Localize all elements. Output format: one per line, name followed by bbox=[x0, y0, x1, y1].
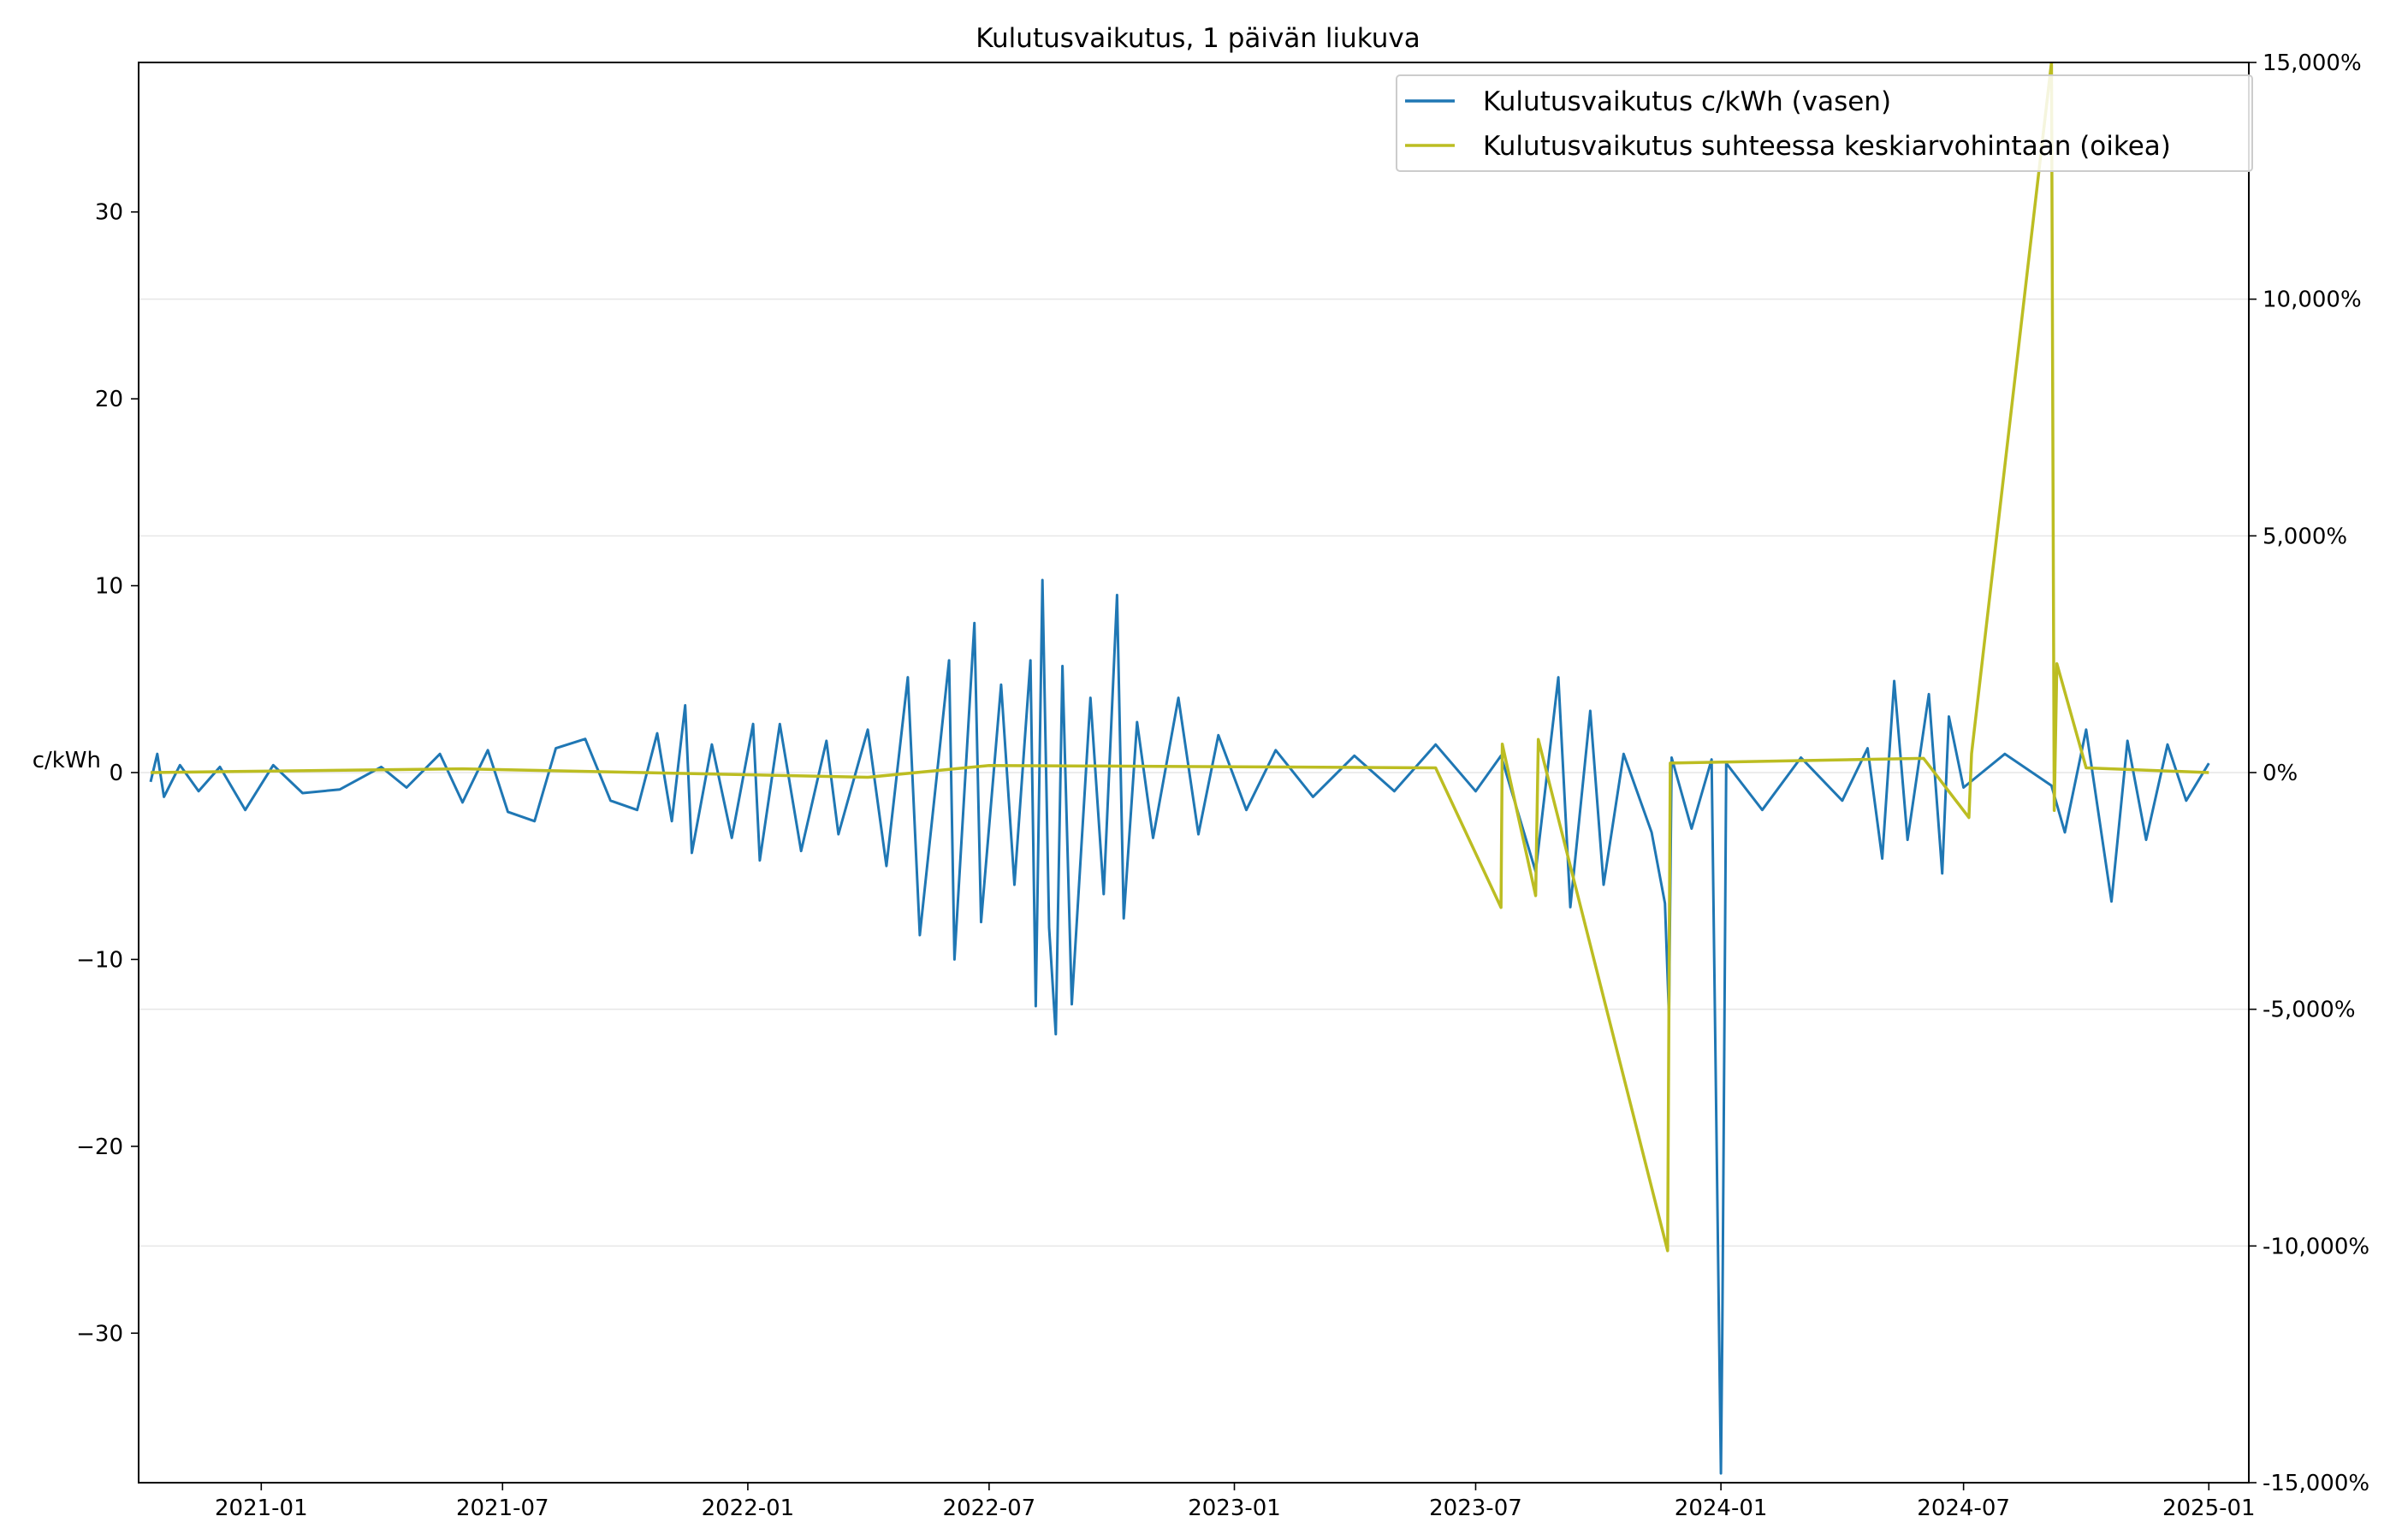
y-tick-label-left: −20 bbox=[76, 1134, 123, 1160]
y-tick-label-left: −30 bbox=[76, 1321, 123, 1347]
legend-label-left: Kulutusvaikutus c/kWh (vasen) bbox=[1483, 86, 1891, 117]
y-tick-label-right: 0% bbox=[2263, 761, 2298, 786]
y-tick-label-right: -10,000% bbox=[2263, 1234, 2369, 1259]
plot-series bbox=[149, 62, 2210, 1475]
y-tick-label-right: 5,000% bbox=[2263, 524, 2347, 549]
y-tick-label-left: 0 bbox=[109, 761, 123, 786]
axes: 2021-01 2021-07 2022-01 2022-07 2023-01 2023-… bbox=[76, 50, 2369, 1521]
x-tick-label: 2025-01 bbox=[2162, 1496, 2256, 1521]
x-tick-label: 2024-07 bbox=[1917, 1496, 2010, 1521]
y-tick-label-left: 20 bbox=[95, 387, 123, 412]
y-axis-label-left: c/kWh bbox=[33, 748, 101, 773]
x-tick-label: 2022-01 bbox=[702, 1496, 795, 1521]
chart-title: Kulutusvaikutus, 1 päivän liukuva bbox=[976, 23, 1420, 54]
series-line-left bbox=[149, 578, 2210, 1475]
x-tick-label: 2023-01 bbox=[1188, 1496, 1281, 1521]
y-tick-label-right: 10,000% bbox=[2263, 287, 2362, 313]
x-tick-label: 2023-07 bbox=[1429, 1496, 1522, 1521]
x-tick-label: 2022-07 bbox=[943, 1496, 1036, 1521]
x-tick-label: 2024-01 bbox=[1675, 1496, 1768, 1521]
x-tick-label: 2021-01 bbox=[215, 1496, 308, 1521]
y-tick-label-right: -5,000% bbox=[2263, 998, 2356, 1023]
series-line-right bbox=[150, 62, 2209, 1253]
y-tick-label-left: 10 bbox=[95, 574, 123, 600]
y-tick-label-right: -15,000% bbox=[2263, 1471, 2369, 1496]
y-tick-label-left: −10 bbox=[76, 947, 123, 973]
y-tick-label-right: 15,000% bbox=[2263, 50, 2362, 76]
legend-box bbox=[1396, 74, 2253, 172]
legend-label-right: Kulutusvaikutus suhteessa keskiarvohinta… bbox=[1483, 131, 2171, 162]
y-tick-label-left: 30 bbox=[95, 200, 123, 226]
legend: Kulutusvaikutus c/kWh (vasen) Kulutusvai… bbox=[1396, 74, 2253, 172]
x-tick-label: 2021-07 bbox=[456, 1496, 549, 1521]
